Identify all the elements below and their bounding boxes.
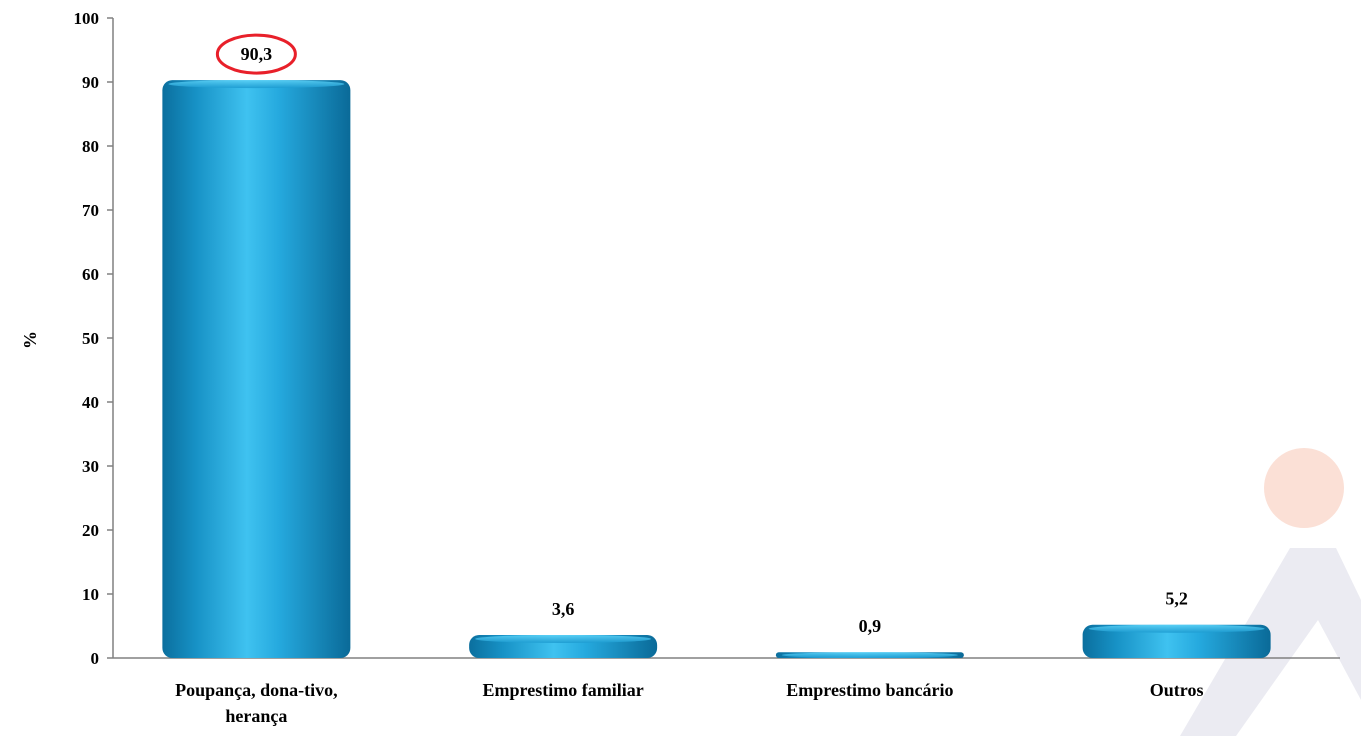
data-label: 0,9 <box>859 616 882 636</box>
y-tick-label: 40 <box>82 393 99 412</box>
y-tick-label: 90 <box>82 73 99 92</box>
bar-cap <box>781 652 958 658</box>
watermark-logo <box>1180 448 1361 736</box>
bar <box>469 634 658 658</box>
bar-body <box>162 80 351 658</box>
y-tick-label: 10 <box>82 585 99 604</box>
bar-cap <box>168 80 345 89</box>
bar-cap <box>475 634 652 643</box>
y-tick-label: 70 <box>82 201 99 220</box>
x-tick-label: Outros <box>1150 680 1204 700</box>
x-tick-label: Poupança, dona-tivo, <box>175 680 338 700</box>
watermark-circle <box>1264 448 1344 528</box>
x-tick-label: Emprestimo familiar <box>483 680 644 700</box>
y-tick-label: 20 <box>82 521 99 540</box>
x-tick-label: Emprestimo bancário <box>786 680 953 700</box>
y-tick-label: 80 <box>82 137 99 156</box>
y-tick-label: 50 <box>82 329 99 348</box>
bar-cap <box>1088 624 1265 633</box>
y-tick-label: 0 <box>91 649 100 668</box>
data-label: 90,3 <box>241 44 273 64</box>
data-label: 5,2 <box>1165 589 1188 609</box>
y-tick-label: 30 <box>82 457 99 476</box>
bar-body <box>1082 624 1271 658</box>
bar <box>162 80 351 658</box>
data-label: 3,6 <box>552 599 575 619</box>
bar <box>1082 624 1271 658</box>
bar <box>775 652 964 658</box>
y-axis-label: % <box>20 331 40 349</box>
labels-group: 90,3 Poupança, dona-tivo, herança 3,6 Empres… <box>175 33 1204 726</box>
y-tick-label: 60 <box>82 265 99 284</box>
highlight-circle <box>215 33 297 75</box>
y-tick-label: 100 <box>74 9 100 28</box>
x-tick-label: herança <box>225 706 287 726</box>
bars-group <box>162 80 1271 658</box>
